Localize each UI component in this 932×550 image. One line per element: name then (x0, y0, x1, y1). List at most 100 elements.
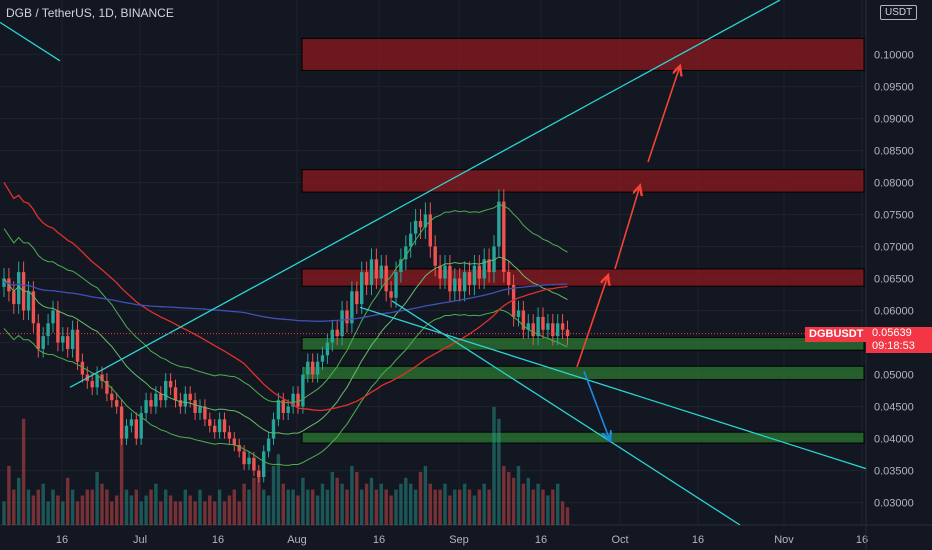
candle-body (473, 266, 476, 285)
candle-body (336, 330, 339, 336)
candle-body (394, 272, 397, 298)
candle-body (46, 323, 49, 336)
volume-bar (91, 490, 94, 525)
candle-body (448, 266, 451, 292)
y-tick-label: 0.07500 (874, 209, 914, 221)
volume-bar (326, 490, 329, 525)
y-tick-label: 0.04500 (874, 402, 914, 414)
volume-bar (340, 484, 343, 525)
volume-bar (394, 490, 397, 525)
volume-bar (350, 466, 353, 525)
volume-bar (2, 501, 5, 525)
volume-bar (385, 490, 388, 525)
candle-body (144, 400, 147, 413)
y-tick-label: 0.09000 (874, 113, 914, 125)
volume-bar (247, 490, 250, 525)
x-tick-label: 16 (535, 534, 547, 546)
candle-body (365, 272, 368, 285)
volume-bar (389, 496, 392, 526)
candle-body (110, 394, 113, 400)
candle-body (507, 272, 510, 285)
candle-body (27, 291, 30, 310)
candle-body (551, 323, 554, 336)
volume-bar (144, 496, 147, 526)
volume-bar (517, 466, 520, 525)
volume-bar (487, 490, 490, 525)
volume-bar (32, 496, 35, 526)
resistance-zone (302, 38, 864, 70)
candle-body (272, 419, 275, 438)
volume-bar (512, 478, 515, 525)
candle-body (130, 419, 133, 425)
x-tick-label: Jul (133, 534, 147, 546)
y-tick-label: 0.05000 (874, 370, 914, 382)
volume-bar (282, 484, 285, 525)
y-tick-label: 0.08000 (874, 177, 914, 189)
candle-body (37, 323, 40, 349)
volume-bar (566, 507, 569, 525)
volume-bar (291, 490, 294, 525)
x-tick-label: 16 (373, 534, 385, 546)
candle-body (463, 272, 466, 291)
candle-body (532, 323, 535, 336)
volume-bar (532, 490, 535, 525)
volume-bar (22, 419, 25, 525)
y-tick-label: 0.06500 (874, 274, 914, 286)
volume-bar (434, 490, 437, 525)
volume-bar (71, 490, 74, 525)
volume-bar (238, 501, 241, 525)
volume-bar (360, 490, 363, 525)
candle-body (566, 330, 569, 336)
candle-body (91, 381, 94, 387)
volume-bar (233, 490, 236, 525)
projection-arrow-up (577, 275, 608, 367)
price-unit-label[interactable]: USDT (880, 5, 917, 20)
volume-bar (370, 478, 373, 525)
candle-body (56, 311, 59, 343)
x-tick-label: 16 (692, 534, 704, 546)
candle-body (287, 407, 290, 413)
volume-bar (193, 501, 196, 525)
candle-body (370, 259, 373, 285)
volume-bar (522, 484, 525, 525)
candle-body (438, 266, 441, 279)
y-tick-label: 0.07000 (874, 241, 914, 253)
descending-trendline-1 (360, 307, 866, 468)
volume-bar (140, 501, 143, 525)
volume-bar (37, 490, 40, 525)
volume-bar (203, 501, 206, 525)
candle-body (380, 266, 383, 279)
volume-bar (331, 472, 334, 525)
candle-body (389, 291, 392, 297)
current-price: 0.05639 (872, 327, 932, 340)
candle-body (326, 343, 329, 356)
volume-bar (56, 496, 59, 526)
volume-bar (46, 501, 49, 525)
candle-body (478, 266, 481, 279)
y-tick-label: 0.06000 (874, 306, 914, 318)
candle-body (546, 323, 549, 329)
projection-arrow-up (615, 186, 640, 269)
volume-bar (336, 478, 339, 525)
volume-bar (419, 472, 422, 525)
candle-body (198, 407, 201, 413)
candle-body (277, 400, 280, 419)
volume-bar (345, 490, 348, 525)
candle-body (12, 291, 15, 304)
candle-body (331, 330, 334, 343)
volume-bar (355, 472, 358, 525)
candle-body (120, 407, 123, 439)
volume-bar (66, 478, 69, 525)
trendline-left (0, 22, 60, 60)
volume-bar (208, 496, 211, 526)
candle-body (228, 432, 231, 438)
volume-bar (7, 466, 10, 525)
candle-body (149, 400, 152, 406)
candle-body (443, 266, 446, 279)
candle-body (409, 234, 412, 247)
volume-bar (492, 407, 495, 525)
volume-bar (321, 484, 324, 525)
volume-bar (164, 490, 167, 525)
candle-body (169, 381, 172, 387)
